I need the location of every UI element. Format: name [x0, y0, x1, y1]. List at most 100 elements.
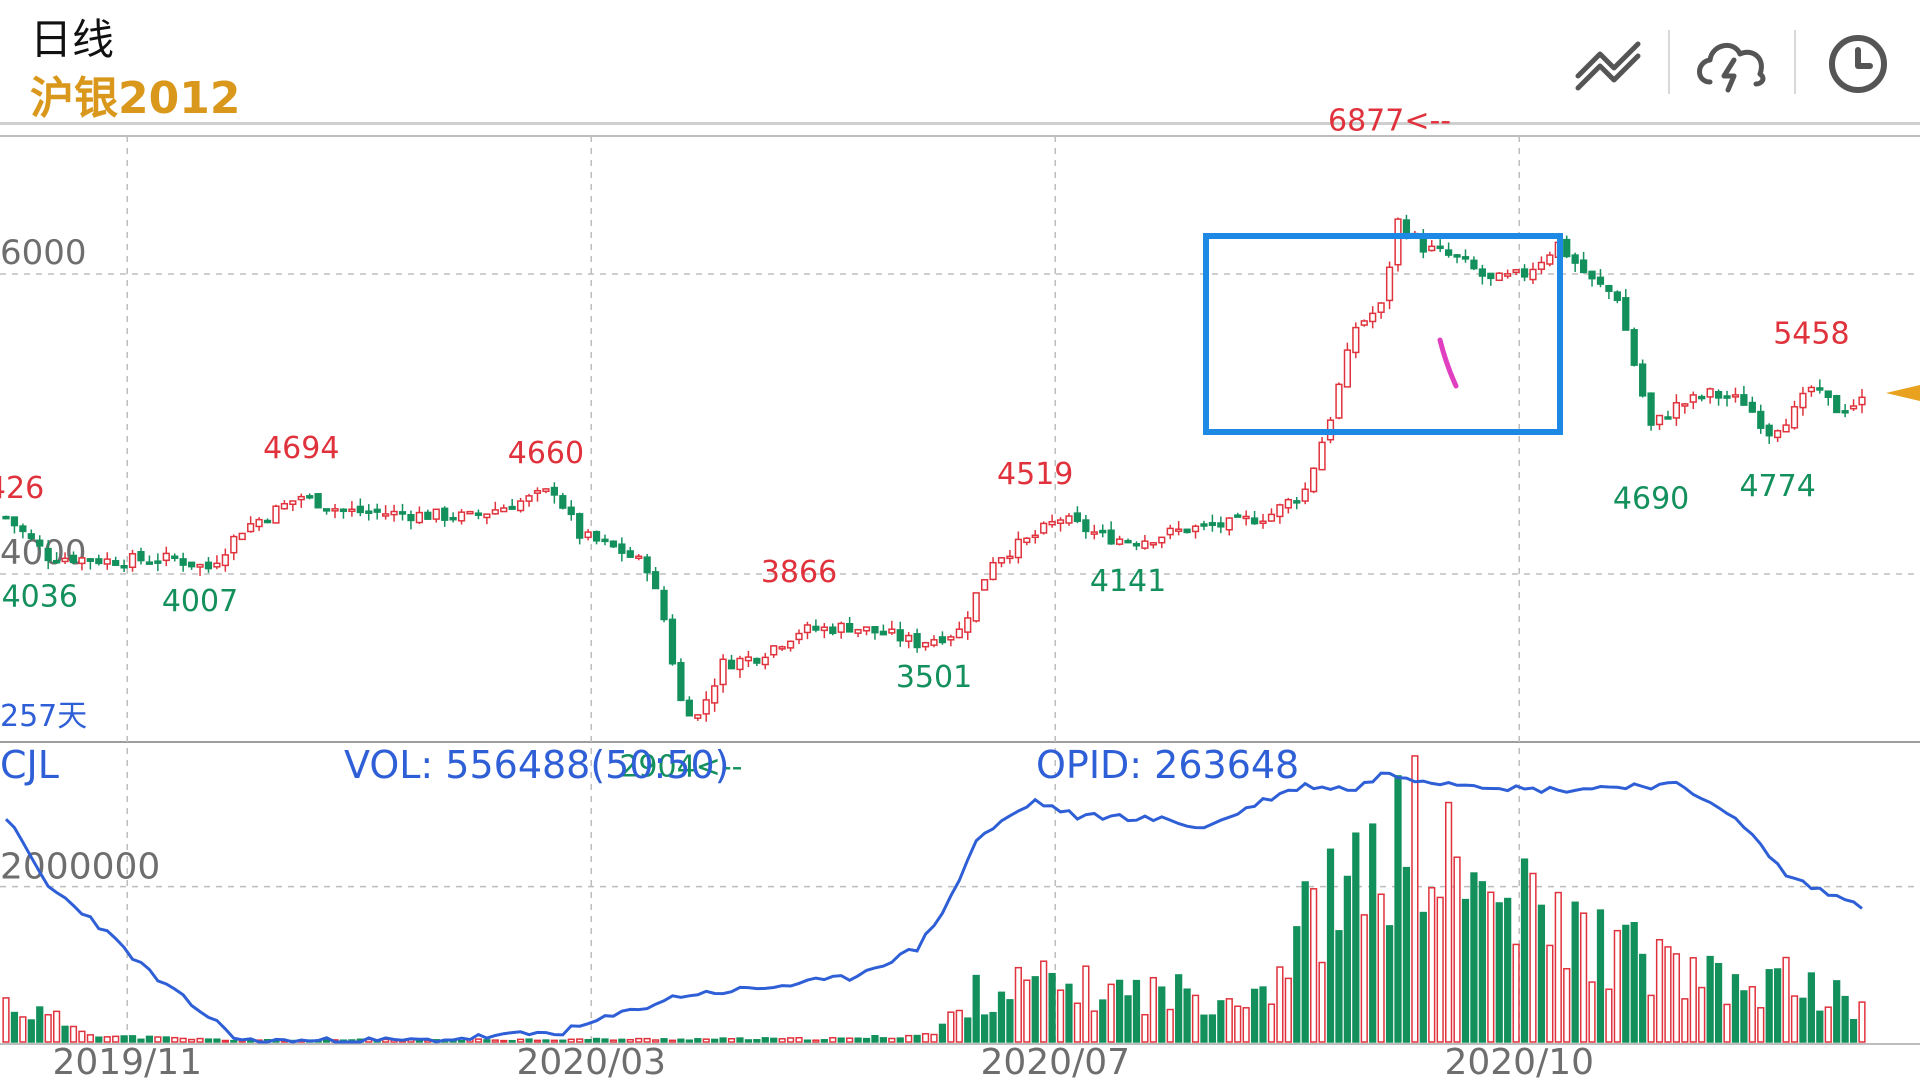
- volume-bar: [1520, 858, 1529, 1043]
- volume-bar: [1647, 994, 1655, 1043]
- high-price-label: 4694: [263, 431, 339, 466]
- volume-bar: [744, 1039, 753, 1043]
- candle-body: [719, 658, 727, 686]
- candle-body: [871, 626, 879, 634]
- volume-bar: [938, 1023, 947, 1043]
- candle-body: [1394, 218, 1402, 266]
- candle-body: [921, 641, 930, 648]
- volume-bar: [609, 1039, 618, 1043]
- volume-bar: [61, 1025, 69, 1043]
- highlight-box: [1203, 233, 1563, 435]
- candle-body: [1698, 395, 1706, 400]
- volume-bar: [196, 1037, 204, 1043]
- candle-body: [1158, 536, 1166, 544]
- volume-bar: [1681, 998, 1689, 1043]
- candle-body: [508, 505, 516, 510]
- volume-bar: [702, 1038, 710, 1043]
- candle-body: [415, 511, 424, 524]
- volume-bar: [829, 1037, 837, 1043]
- days-count-label: 257天: [0, 699, 87, 734]
- candle-body: [803, 624, 812, 634]
- candle-body: [786, 640, 795, 649]
- candle-body: [1352, 326, 1360, 354]
- volume-bar: [1369, 823, 1377, 1043]
- candle-body: [1647, 392, 1655, 426]
- volume-bar: [1006, 999, 1014, 1043]
- volume-bar: [1014, 966, 1022, 1043]
- candle-body: [255, 518, 263, 528]
- volume-bar: [921, 1033, 930, 1043]
- volume-bar: [1613, 929, 1621, 1043]
- candle-body: [263, 519, 272, 524]
- candle-body: [947, 636, 955, 641]
- candle-body: [1723, 395, 1731, 399]
- candle-body: [795, 632, 803, 641]
- toolbar-separator: [1794, 30, 1796, 94]
- volume-bar: [1799, 997, 1807, 1043]
- volume-bar: [736, 1037, 744, 1043]
- volume-bar: [1225, 998, 1233, 1043]
- candle-body: [36, 539, 44, 547]
- candle-body: [1200, 523, 1208, 527]
- volume-bar: [685, 1039, 693, 1043]
- candle-body: [1065, 515, 1073, 524]
- candle-body: [1217, 522, 1225, 528]
- candle-body: [592, 530, 601, 542]
- x-tick-label: 2020/03: [516, 1042, 666, 1080]
- candle-body: [516, 500, 525, 512]
- volume-bar: [1124, 995, 1132, 1043]
- volume-bar: [1571, 901, 1579, 1043]
- volume-bar: [1453, 856, 1461, 1043]
- volume-bar: [896, 1037, 904, 1043]
- candle-body: [820, 626, 828, 632]
- candle-body: [1689, 394, 1697, 403]
- volume-bar: [1234, 1005, 1242, 1043]
- candle-body: [677, 662, 685, 702]
- cloud-lightning-icon[interactable]: [1682, 24, 1782, 104]
- candle-body: [854, 628, 862, 634]
- candle-body: [913, 633, 921, 649]
- volume-bar: [862, 1037, 871, 1043]
- trend-line-icon[interactable]: [1556, 24, 1656, 104]
- candle-body: [128, 553, 137, 569]
- candle-body: [348, 508, 356, 512]
- volume-bar: [837, 1037, 845, 1043]
- volume-bar: [1082, 965, 1090, 1043]
- volume-bar: [1259, 986, 1267, 1043]
- volume-bar: [1529, 872, 1537, 1043]
- candle-body: [711, 685, 719, 704]
- candle-body: [1250, 517, 1259, 525]
- low-price-label: 4007: [162, 584, 238, 619]
- candle-body: [905, 634, 913, 642]
- volume-bar: [1444, 801, 1453, 1043]
- candle-body: [651, 571, 660, 590]
- low-price-label: 2904<--: [619, 749, 742, 784]
- symbol-name: 沪银2012: [30, 73, 241, 124]
- clock-icon[interactable]: [1808, 24, 1908, 104]
- candle-body: [1495, 272, 1503, 282]
- candle-body: [1191, 525, 1200, 533]
- candle-body: [1293, 500, 1301, 504]
- volume-bar: [112, 1035, 120, 1043]
- candle-body: [1529, 268, 1537, 281]
- volume-bar: [1107, 983, 1115, 1043]
- candle-body: [1385, 266, 1394, 302]
- candle-body: [702, 699, 710, 715]
- low-price-label: 4690: [1613, 482, 1689, 517]
- candle-body: [432, 508, 440, 520]
- candle-body: [1149, 542, 1157, 546]
- volume-bar: [997, 991, 1006, 1043]
- candle-body: [846, 622, 854, 633]
- volume-bar: [820, 1039, 828, 1043]
- volume-bar: [1461, 898, 1470, 1043]
- candle-body: [162, 552, 170, 562]
- candle-body: [1428, 245, 1436, 252]
- volume-bar: [525, 1038, 533, 1043]
- volume-bar: [1546, 944, 1554, 1043]
- candle-body: [61, 557, 69, 563]
- volume-bar: [1394, 775, 1402, 1043]
- volume-bar: [964, 1017, 972, 1043]
- volume-bar: [980, 1014, 989, 1043]
- volume-bar: [1706, 955, 1714, 1043]
